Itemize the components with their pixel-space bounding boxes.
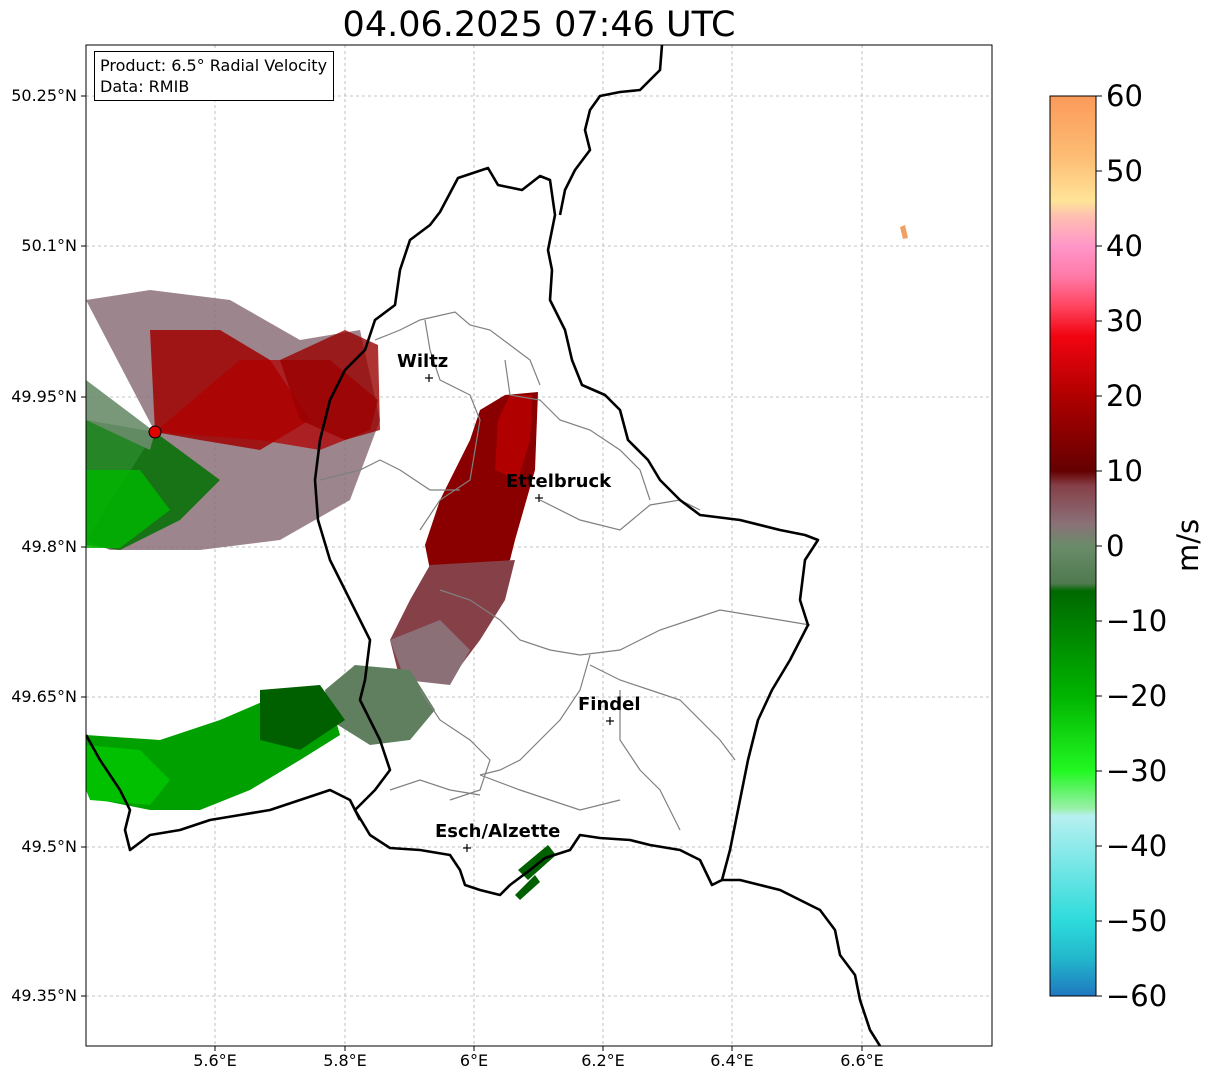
colorbar-tick-label: 30 xyxy=(1106,304,1143,338)
lat-label: 49.35°N xyxy=(11,986,77,1005)
colorbar-tick-label: 20 xyxy=(1106,379,1143,413)
colorbar-tick-label: −10 xyxy=(1106,604,1168,638)
axis-ticks xyxy=(81,95,863,1051)
colorbar-tick-label: −20 xyxy=(1106,679,1168,713)
product-label: Product: 6.5° Radial Velocity xyxy=(100,56,328,75)
map-frame xyxy=(85,44,993,1047)
germany-south-border xyxy=(722,878,882,1046)
lat-label: 49.65°N xyxy=(11,687,77,706)
map-frame-bg xyxy=(86,45,992,1046)
colorbar-ticks xyxy=(1096,95,1102,997)
city-label-findel: Findel xyxy=(578,694,641,715)
luxembourg-border xyxy=(313,166,820,897)
city-label-esch: Esch/Alzette xyxy=(435,821,561,842)
colorbar-tick-label: 40 xyxy=(1106,229,1143,263)
colorbar-tick-label: −50 xyxy=(1106,904,1168,938)
city-marker-wiltz xyxy=(425,374,433,382)
radar-site-marker xyxy=(148,425,162,439)
lon-label: 6.4°E xyxy=(710,1051,754,1070)
city-label-ettelbruck: Ettelbruck xyxy=(506,471,612,492)
lat-label: 50.1°N xyxy=(21,236,77,255)
city-label-wiltz: Wiltz xyxy=(397,351,449,372)
germany-france-border xyxy=(558,45,664,216)
radar-echo-fan xyxy=(86,290,380,550)
lat-label: 49.8°N xyxy=(21,537,77,556)
lat-label: 49.5°N xyxy=(21,837,77,856)
colorbar-tick-label: −40 xyxy=(1106,829,1168,863)
product-info-box: Product: 6.5° Radial Velocity Data: RMIB xyxy=(94,51,335,101)
lon-label: 6.2°E xyxy=(581,1051,625,1070)
colorbar xyxy=(1049,95,1097,997)
city-marker-findel xyxy=(606,717,614,725)
lon-label: 6°E xyxy=(459,1051,489,1070)
lon-label: 5.8°E xyxy=(323,1051,367,1070)
national-borders xyxy=(86,45,882,1046)
isolated-echo xyxy=(900,225,908,239)
colorbar-tick-label: −60 xyxy=(1106,979,1168,1013)
lat-label: 50.25°N xyxy=(11,86,77,105)
colorbar-tick-label: 60 xyxy=(1106,79,1143,113)
colorbar-tick-label: 10 xyxy=(1106,454,1143,488)
lon-label: 6.6°E xyxy=(840,1051,884,1070)
lat-label: 49.95°N xyxy=(11,387,77,406)
city-marker-ettelbruck xyxy=(535,494,543,502)
radar-echo-band xyxy=(86,392,556,900)
data-source-label: Data: RMIB xyxy=(100,77,190,96)
lon-label: 5.6°E xyxy=(193,1051,237,1070)
canton-boundaries xyxy=(319,311,811,831)
map-title: 04.06.2025 07:46 UTC xyxy=(342,5,736,45)
city-markers xyxy=(425,374,614,852)
colorbar-tick-label: 50 xyxy=(1106,154,1143,188)
colorbar-tick-label: 0 xyxy=(1106,529,1125,563)
colorbar-unit-label: m/s xyxy=(1171,518,1205,572)
colorbar-tick-label: −30 xyxy=(1106,754,1168,788)
belgium-lux-south-border xyxy=(86,734,362,852)
city-marker-esch xyxy=(463,844,471,852)
